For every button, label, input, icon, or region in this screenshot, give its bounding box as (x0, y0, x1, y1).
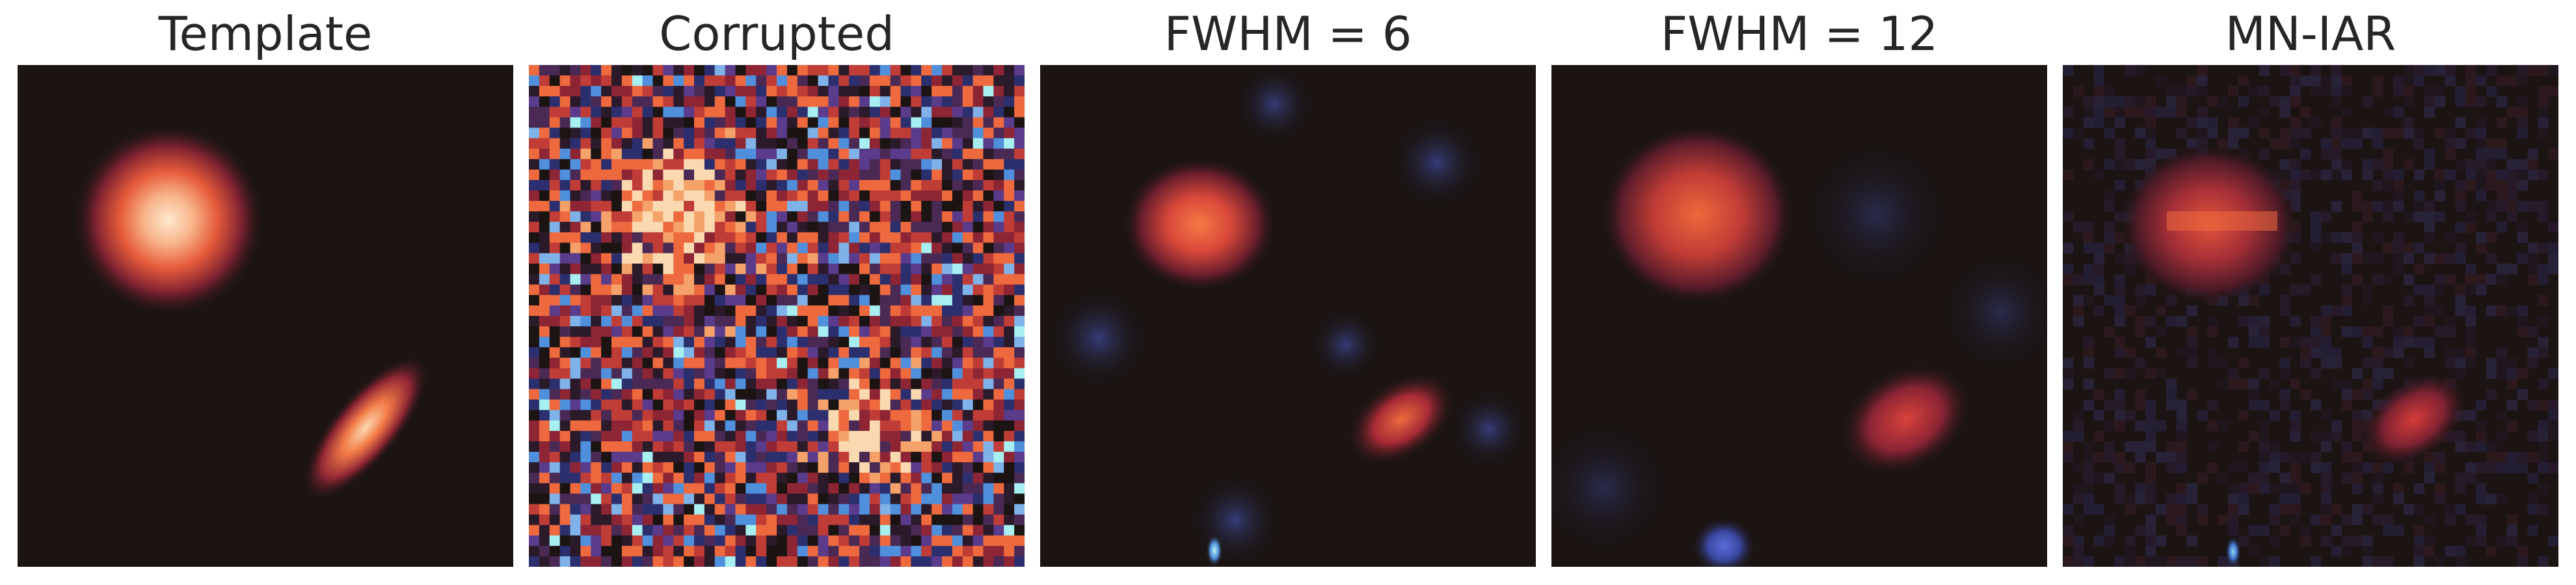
mn-iar-source-elongated (2358, 370, 2470, 468)
panel-fwhm-6: FWHM = 6 (1040, 0, 1536, 585)
panel-title: Corrupted (659, 6, 894, 61)
fwhm-12-source-round (1600, 124, 1795, 306)
fwhm-12-artifact (1691, 517, 1756, 567)
panel-corrupted: Corrupted (529, 0, 1025, 585)
template-source-elongated (301, 354, 430, 501)
template-source-round (71, 122, 266, 317)
panel-title: Template (158, 6, 373, 61)
panel-mn-iar: MN-IAR (2063, 0, 2558, 585)
panel-template: Template (18, 0, 513, 585)
template-image (18, 65, 513, 567)
fwhm-12-source-elongated (1838, 361, 1974, 477)
panel-title: FWHM = 12 (1660, 6, 1939, 61)
panel-title: MN-IAR (2225, 6, 2396, 61)
mn-iar-image (2063, 65, 2558, 567)
fwhm-12-image (1551, 65, 2047, 567)
panel-title: FWHM = 6 (1164, 6, 1412, 61)
fwhm-6-artifact (1206, 534, 1223, 567)
fwhm-6-source-elongated (1345, 371, 1457, 467)
mn-iar-artifact (2225, 536, 2241, 567)
corrupted-image (529, 65, 1025, 567)
fwhm-6-source-round (1121, 156, 1278, 292)
panel-fwhm-12: FWHM = 12 (1551, 0, 2047, 585)
fwhm-6-image (1040, 65, 1536, 567)
